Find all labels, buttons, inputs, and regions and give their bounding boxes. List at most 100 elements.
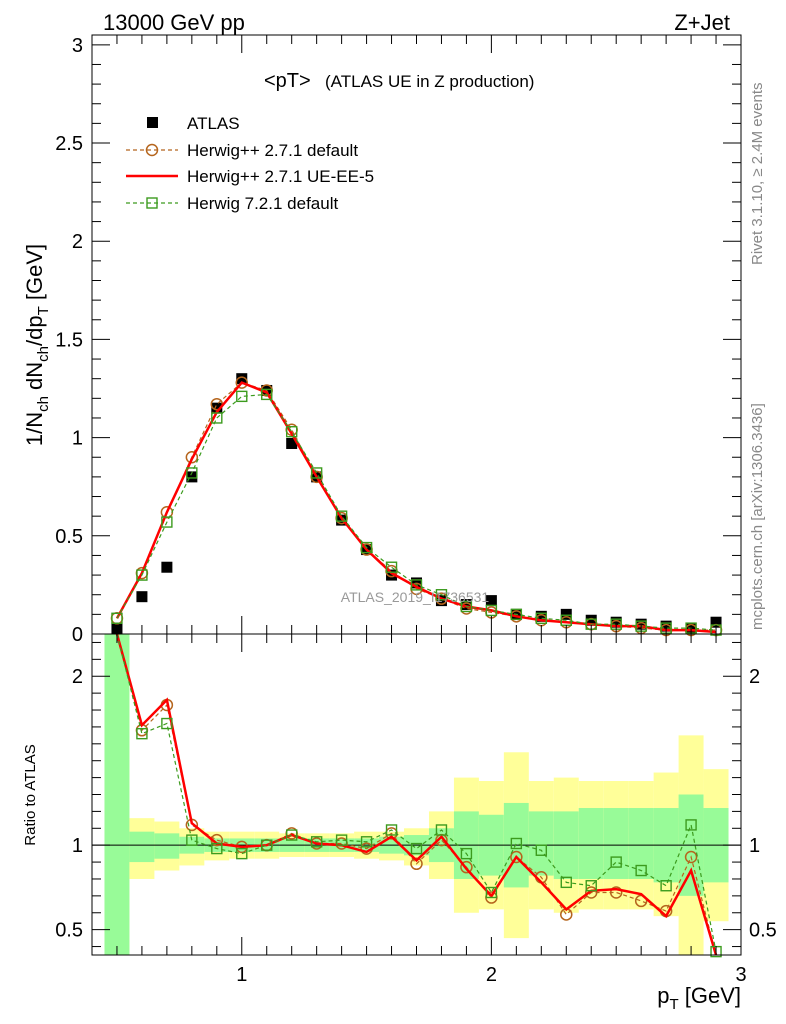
main-point-herwigpp-0 (110, 612, 124, 625)
band-green-20 (603, 808, 629, 879)
main-point-herwig7-10 (360, 541, 373, 554)
main-y-axis-label: 1/Nch dNch/dpT [GeV] (22, 244, 52, 446)
legend-label-atlas: ATLAS (187, 114, 240, 133)
band-green-17 (528, 811, 554, 876)
header-left: 13000 GeV pp (103, 10, 245, 35)
main-point-herwig7-9 (335, 510, 348, 522)
main-y-tick-label-2.5: 2.5 (55, 133, 83, 155)
main-point-atlas-13 (435, 595, 447, 607)
ratio-line-1 (116, 633, 717, 956)
ratio-point-herwig7-6 (261, 839, 273, 851)
ratio-point-herwig7-3 (186, 834, 198, 846)
ratio-point-herwig7-23 (685, 819, 697, 831)
ratio-point-herwig7-8 (310, 836, 323, 848)
main-point-herwigpp-3 (185, 450, 199, 464)
ratio-point-herwigpp-19 (584, 886, 598, 899)
ratio-y-tick-label-right-1: 1 (749, 835, 760, 857)
plot-title: <pT> (264, 70, 311, 92)
ratio-point-herwig7-11 (385, 824, 398, 836)
main-point-herwig7-15 (485, 604, 498, 617)
ratio-point-herwig7-1 (136, 727, 148, 740)
x-axis-label: pT [GeV] (657, 983, 741, 1013)
main-point-atlas-2 (161, 561, 173, 573)
ratio-point-herwig7-16 (510, 837, 523, 850)
mcplots-text: mcplots.cern.ch [arXiv:1306.3436] (749, 403, 766, 630)
band-green-19 (578, 808, 604, 879)
legend-label-herwigpp-default: Herwig++ 2.7.1 default (187, 141, 358, 160)
legend-marker-herwigpp-default (145, 143, 159, 157)
ratio-point-herwig7-13 (435, 824, 448, 836)
ratio-y-tick-label-left-1: 1 (72, 835, 83, 857)
main-point-herwig7-3 (186, 467, 198, 479)
ratio-point-herwig7-21 (635, 864, 647, 877)
main-point-atlas-4 (211, 402, 223, 414)
ratio-point-herwig7-7 (285, 829, 298, 841)
ratio-point-herwigpp-12 (410, 857, 423, 871)
ratio-y-tick-label-left-0.5: 0.5 (55, 920, 83, 942)
ratio-point-herwigpp-14 (460, 860, 473, 874)
legend-label-herwig7-default: Herwig 7.2.1 default (187, 194, 338, 213)
main-point-atlas-19 (585, 614, 597, 626)
band-green-0 (104, 634, 130, 955)
main-point-herwig7-7 (285, 426, 298, 438)
ratio-panel (92, 633, 741, 958)
ratio-y-axis-label: Ratio to ATLAS (22, 744, 39, 845)
ratio-point-herwig7-4 (211, 842, 223, 855)
ratio-y-tick-label-left-2: 2 (72, 666, 83, 688)
main-point-herwig7-8 (310, 467, 323, 479)
x-tick-label-2: 2 (486, 964, 497, 986)
main-point-herwig7-16 (510, 608, 523, 621)
legend-marker-herwig7-default (146, 197, 158, 209)
ratio-y-tick-label-right-0.5: 0.5 (749, 920, 777, 942)
main-point-atlas-20 (610, 616, 622, 628)
main-point-atlas-5 (236, 373, 248, 385)
main-point-atlas-17 (535, 610, 547, 622)
x-tick-label-1: 1 (236, 964, 247, 986)
legend: ATLAS Herwig++ 2.7.1 default Herwig++ 2.… (126, 114, 374, 213)
ratio-point-herwigpp-20 (609, 886, 623, 899)
main-point-herwig7-13 (435, 589, 448, 601)
main-point-atlas-24 (710, 616, 722, 628)
main-line-3 (116, 393, 717, 631)
main-point-atlas-18 (560, 608, 572, 620)
main-point-atlas-21 (635, 618, 647, 630)
ratio-point-herwig7-22 (660, 880, 672, 892)
ratio-point-herwig7-18 (560, 876, 572, 889)
main-point-herwig7-14 (460, 600, 473, 613)
ratio-point-herwig7-20 (610, 856, 622, 868)
main-point-herwig7-6 (261, 388, 273, 401)
main-point-atlas-14 (460, 599, 472, 611)
analysis-watermark: ATLAS_2019_I1736531 (341, 589, 490, 605)
ratio-point-herwig7-19 (585, 880, 597, 892)
main-point-atlas-7 (286, 437, 298, 449)
main-point-atlas-1 (136, 591, 148, 603)
main-point-atlas-3 (186, 471, 198, 483)
main-point-herwig7-2 (161, 516, 173, 528)
band-green-1 (129, 831, 155, 863)
ratio-point-herwig7-15 (485, 886, 498, 899)
ratio-point-herwig7-10 (360, 836, 373, 848)
plot-subtitle: (ATLAS UE in Z production) (325, 72, 534, 91)
ratio-point-herwig7-9 (335, 834, 348, 846)
main-y-tick-label-3: 3 (72, 35, 83, 57)
main-point-herwig7-12 (410, 579, 423, 591)
header-right: Z+Jet (674, 10, 730, 35)
main-y-tick-label-1: 1 (72, 428, 83, 450)
ratio-point-herwig7-14 (460, 847, 473, 860)
main-point-herwig7-4 (211, 412, 223, 424)
main-point-herwig7-11 (385, 561, 398, 573)
ratio-point-herwig7-2 (161, 717, 173, 730)
ratio-point-herwig7-12 (410, 842, 423, 855)
main-point-atlas-15 (485, 595, 497, 607)
ratio-y-tick-label-right-2: 2 (749, 666, 760, 688)
ratio-point-herwig7-5 (236, 847, 248, 860)
legend-marker-atlas (147, 117, 158, 128)
main-point-herwig7-5 (236, 390, 248, 403)
ratio-line-3 (116, 633, 717, 952)
ratio-point-herwigpp-23 (684, 850, 698, 864)
main-point-herwig7-1 (136, 569, 148, 581)
main-point-herwigpp-5 (235, 376, 249, 389)
ratio-point-herwigpp-16 (510, 850, 523, 864)
main-point-atlas-11 (386, 569, 398, 581)
